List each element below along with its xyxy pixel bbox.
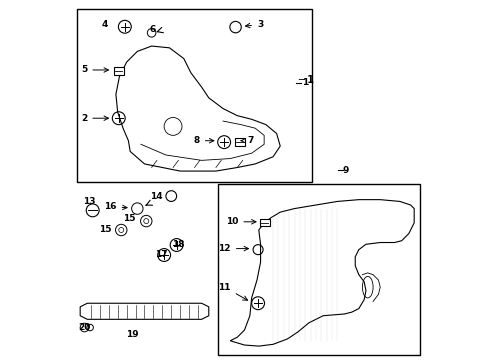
Bar <box>259 219 269 226</box>
Text: 5: 5 <box>81 66 108 75</box>
Bar <box>77 9 312 182</box>
Text: 6: 6 <box>149 25 156 34</box>
Text: 12: 12 <box>218 244 248 253</box>
Text: 20: 20 <box>78 323 91 332</box>
Text: 18: 18 <box>172 240 184 249</box>
Text: 11: 11 <box>218 283 247 300</box>
Text: 3: 3 <box>245 20 263 29</box>
Text: 17: 17 <box>155 250 167 259</box>
Text: 13: 13 <box>83 197 95 206</box>
Text: 16: 16 <box>104 202 127 211</box>
Text: 2: 2 <box>81 114 108 123</box>
Bar <box>234 138 244 146</box>
Text: ─ 1: ─ 1 <box>298 75 313 85</box>
Text: 15: 15 <box>123 214 135 223</box>
Text: 10: 10 <box>225 217 256 226</box>
Text: 15: 15 <box>99 225 111 234</box>
Text: 8: 8 <box>193 136 213 145</box>
Text: 7: 7 <box>241 136 253 145</box>
Text: 19: 19 <box>125 330 138 339</box>
Bar <box>217 184 419 355</box>
Text: 9: 9 <box>342 166 348 175</box>
Text: 4: 4 <box>102 20 108 29</box>
Text: 14: 14 <box>150 192 163 201</box>
Bar <box>114 67 123 75</box>
Text: 1: 1 <box>301 78 307 87</box>
